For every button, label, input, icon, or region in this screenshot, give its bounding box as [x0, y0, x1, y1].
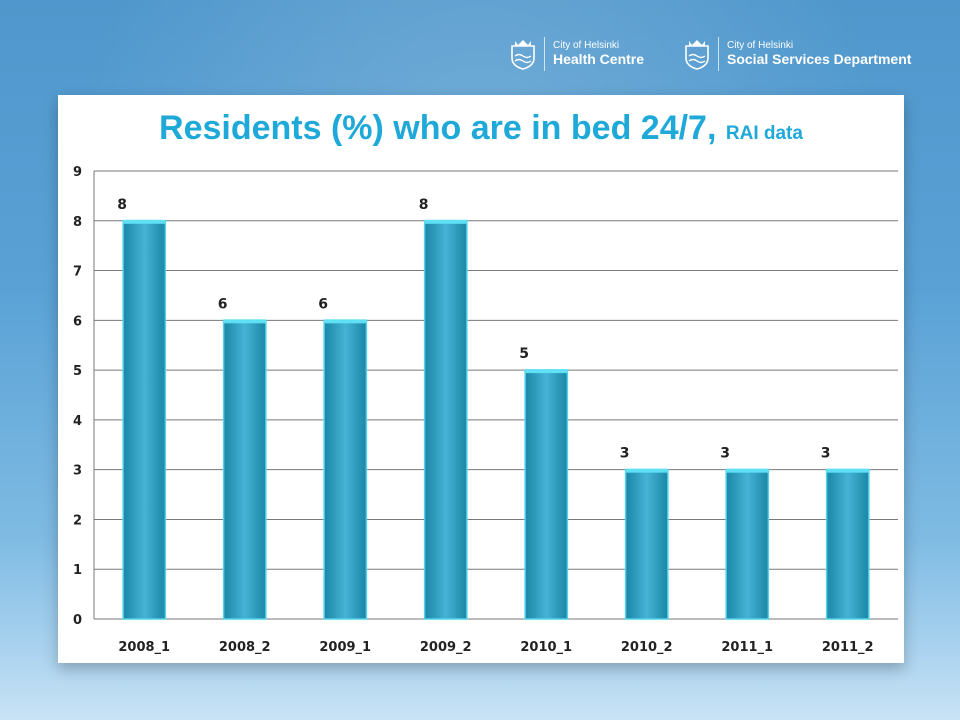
logo-city-label: City of Helsinki: [553, 40, 620, 52]
bar-cap: [525, 369, 568, 374]
chart-panel: Residents (%) who are in bed 24/7, RAI d…: [58, 95, 904, 663]
bar: [725, 468, 770, 620]
bar: [423, 220, 468, 620]
x-tick-label: 2011_2: [822, 640, 874, 655]
bar: [222, 319, 267, 620]
x-tick-label: 2009_2: [420, 640, 472, 655]
chart-title: Residents (%) who are in bed 24/7, RAI d…: [58, 109, 904, 148]
bar: [624, 468, 669, 620]
helsinki-crest-icon: [685, 40, 709, 70]
x-tick-label: 2010_1: [520, 640, 572, 655]
logo-separator: [718, 37, 719, 71]
bar-cap: [826, 468, 869, 473]
bar: [524, 369, 569, 620]
bar-cap: [324, 319, 367, 324]
helsinki-crest-icon: [511, 40, 535, 70]
y-tick-label: 5: [73, 364, 82, 379]
bar-chart: 0 1 2 3 4 5 6 7 8 9 8 2008_1 6 2008_2 6 2009_1 8 2009_2 5 2…: [73, 165, 898, 655]
logo-separator: [544, 37, 545, 71]
bar: [122, 220, 167, 620]
social-services-logo: City of Helsinki Social Services Departm…: [684, 36, 911, 72]
y-tick-label: 9: [73, 165, 82, 180]
y-tick-label: 8: [73, 215, 82, 230]
y-tick-label: 7: [73, 265, 82, 280]
y-tick-label: 2: [73, 513, 82, 528]
bar-cap: [123, 219, 166, 224]
logo-org-label: Health Centre: [553, 50, 645, 67]
bar-cap: [625, 468, 668, 473]
y-tick-label: 3: [73, 464, 82, 479]
data-label: 5: [519, 346, 529, 362]
logo-org-label: Social Services Department: [727, 50, 912, 67]
bar: [323, 319, 368, 620]
chart-title-main: Residents (%) who are in bed 24/7,: [159, 109, 717, 147]
data-label: 6: [218, 296, 228, 312]
y-tick-label: 1: [73, 563, 82, 578]
bar-cap: [223, 319, 266, 324]
chart-title-sub: RAI data: [725, 123, 803, 144]
health-centre-logo: City of Helsinki Health Centre: [510, 36, 644, 72]
data-label: 3: [821, 446, 831, 462]
data-label: 8: [117, 197, 127, 213]
bar: [825, 468, 870, 620]
logo-city-label: City of Helsinki: [727, 40, 794, 52]
y-tick-label: 4: [73, 414, 82, 429]
x-tick-label: 2009_1: [319, 640, 371, 655]
x-tick-label: 2008_1: [118, 640, 170, 655]
y-tick-label: 6: [73, 314, 82, 329]
x-tick-label: 2011_1: [721, 640, 773, 655]
bar-cap: [726, 468, 769, 473]
data-label: 3: [720, 446, 730, 462]
bar-cap: [424, 219, 467, 224]
x-tick-label: 2010_2: [621, 640, 673, 655]
data-label: 8: [419, 197, 429, 213]
x-tick-label: 2008_2: [219, 640, 271, 655]
data-label: 6: [318, 296, 328, 312]
data-label: 3: [620, 446, 630, 462]
y-tick-label: 0: [73, 613, 82, 628]
